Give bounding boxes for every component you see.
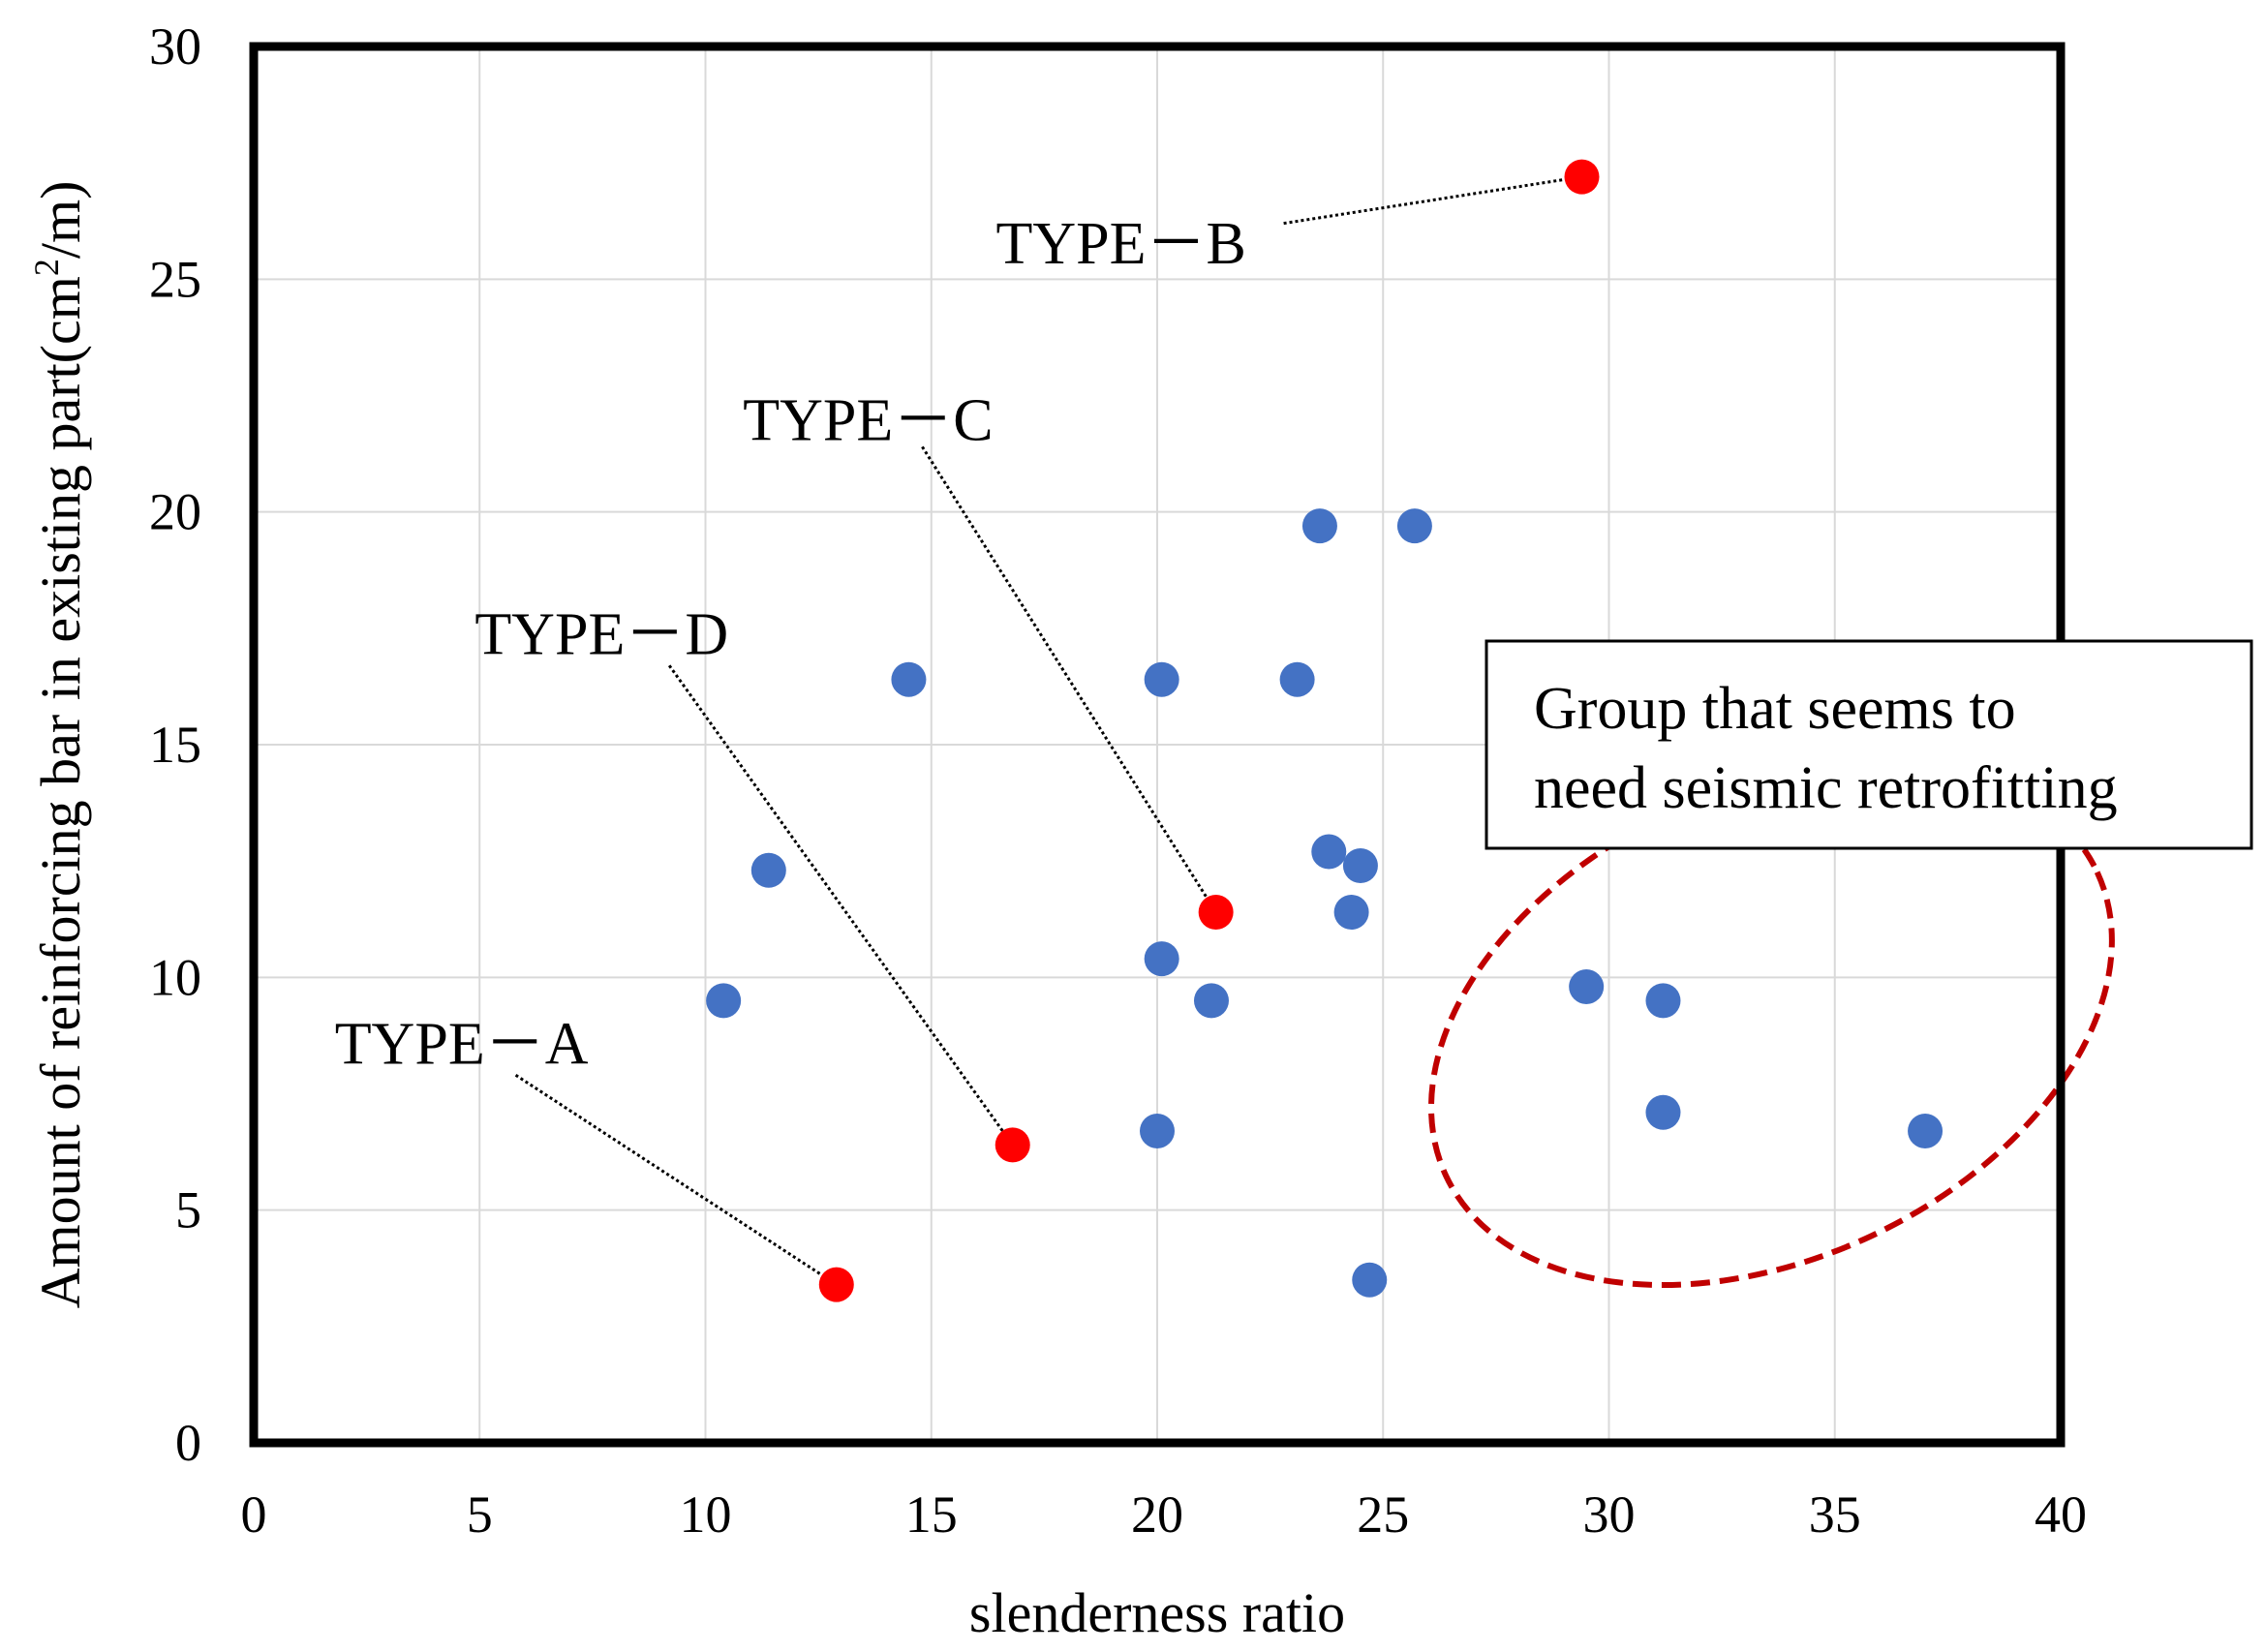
- data-point-types-2: [1198, 895, 1234, 931]
- data-point-others-11: [1342, 847, 1378, 883]
- data-point-others-4: [1144, 941, 1179, 977]
- annotation-leader-lines: [514, 175, 1582, 1286]
- type-label-TYPE－C: TYPE－C: [743, 388, 993, 454]
- y-axis-title-main: Amount of reinforcing bar in existing pa…: [29, 276, 92, 1308]
- data-point-types-1: [995, 1127, 1030, 1163]
- data-point-others-3: [1140, 1113, 1175, 1148]
- x-tick-label-10: 10: [680, 1485, 732, 1544]
- group-box-text-line-1: Group that seems to: [1534, 676, 2016, 742]
- data-point-others-5: [1144, 661, 1179, 697]
- y-axis-title-superscript: 2: [27, 259, 66, 276]
- y-tick-label-10: 10: [149, 948, 201, 1006]
- group-box: Group that seems to need seismic retrofi…: [1484, 639, 2253, 850]
- x-tick-label-25: 25: [1357, 1485, 1409, 1544]
- y-tick-label-30: 30: [149, 17, 201, 76]
- x-axis-title: slenderness ratio: [969, 1581, 1345, 1644]
- data-point-others-0: [706, 983, 742, 1019]
- data-point-others-15: [1645, 983, 1681, 1019]
- data-point-others-14: [1569, 968, 1605, 1004]
- data-point-others-2: [891, 661, 927, 697]
- x-tick-labels: 0 5 10 15 20 25 30 35 40: [241, 1485, 2088, 1544]
- group-box-frame: [1484, 639, 2253, 850]
- x-tick-label-40: 40: [2035, 1485, 2087, 1544]
- y-axis-title-unit: /m): [29, 181, 92, 260]
- x-tick-label-30: 30: [1583, 1485, 1636, 1544]
- data-point-others-9: [1311, 834, 1347, 870]
- type-label-TYPE－B: TYPE－B: [996, 211, 1246, 277]
- data-point-others-6: [1193, 983, 1229, 1019]
- leader-line-TYPE－C: [921, 445, 1217, 913]
- y-tick-label-20: 20: [149, 483, 201, 541]
- y-axis-title: Amount of reinforcing bar in existing pa…: [27, 181, 92, 1309]
- y-tick-label-15: 15: [149, 716, 201, 774]
- type-labels: TYPE－A TYPE－D TYPE－C TYPE－B: [335, 211, 1246, 1078]
- type-label-TYPE－D: TYPE－D: [474, 602, 728, 668]
- group-box-text-line-2: need seismic retrofitting: [1534, 755, 2118, 821]
- data-point-others-17: [1908, 1113, 1944, 1148]
- data-point-others-7: [1279, 661, 1315, 697]
- type-label-TYPE－A: TYPE－A: [335, 1012, 589, 1078]
- data-point-others-1: [750, 852, 786, 888]
- data-point-types-0: [818, 1267, 854, 1302]
- y-tick-labels: 0 5 10 15 20 25 30: [149, 17, 201, 1472]
- data-point-others-8: [1301, 508, 1337, 544]
- x-tick-label-5: 5: [467, 1485, 493, 1544]
- x-tick-label-15: 15: [905, 1485, 958, 1544]
- x-tick-label-35: 35: [1809, 1485, 1861, 1544]
- leader-line-TYPE－B: [1283, 175, 1582, 226]
- x-tick-label-20: 20: [1131, 1485, 1183, 1544]
- y-tick-label-5: 5: [175, 1181, 201, 1239]
- data-point-others-13: [1396, 508, 1432, 544]
- data-point-others-10: [1333, 895, 1369, 931]
- x-tick-label-0: 0: [241, 1485, 267, 1544]
- data-point-types-3: [1564, 159, 1600, 195]
- data-point-others-16: [1645, 1094, 1681, 1130]
- y-tick-label-0: 0: [175, 1414, 201, 1472]
- data-point-others-12: [1352, 1262, 1388, 1298]
- y-tick-label-25: 25: [149, 250, 201, 308]
- data-points: [706, 159, 1944, 1302]
